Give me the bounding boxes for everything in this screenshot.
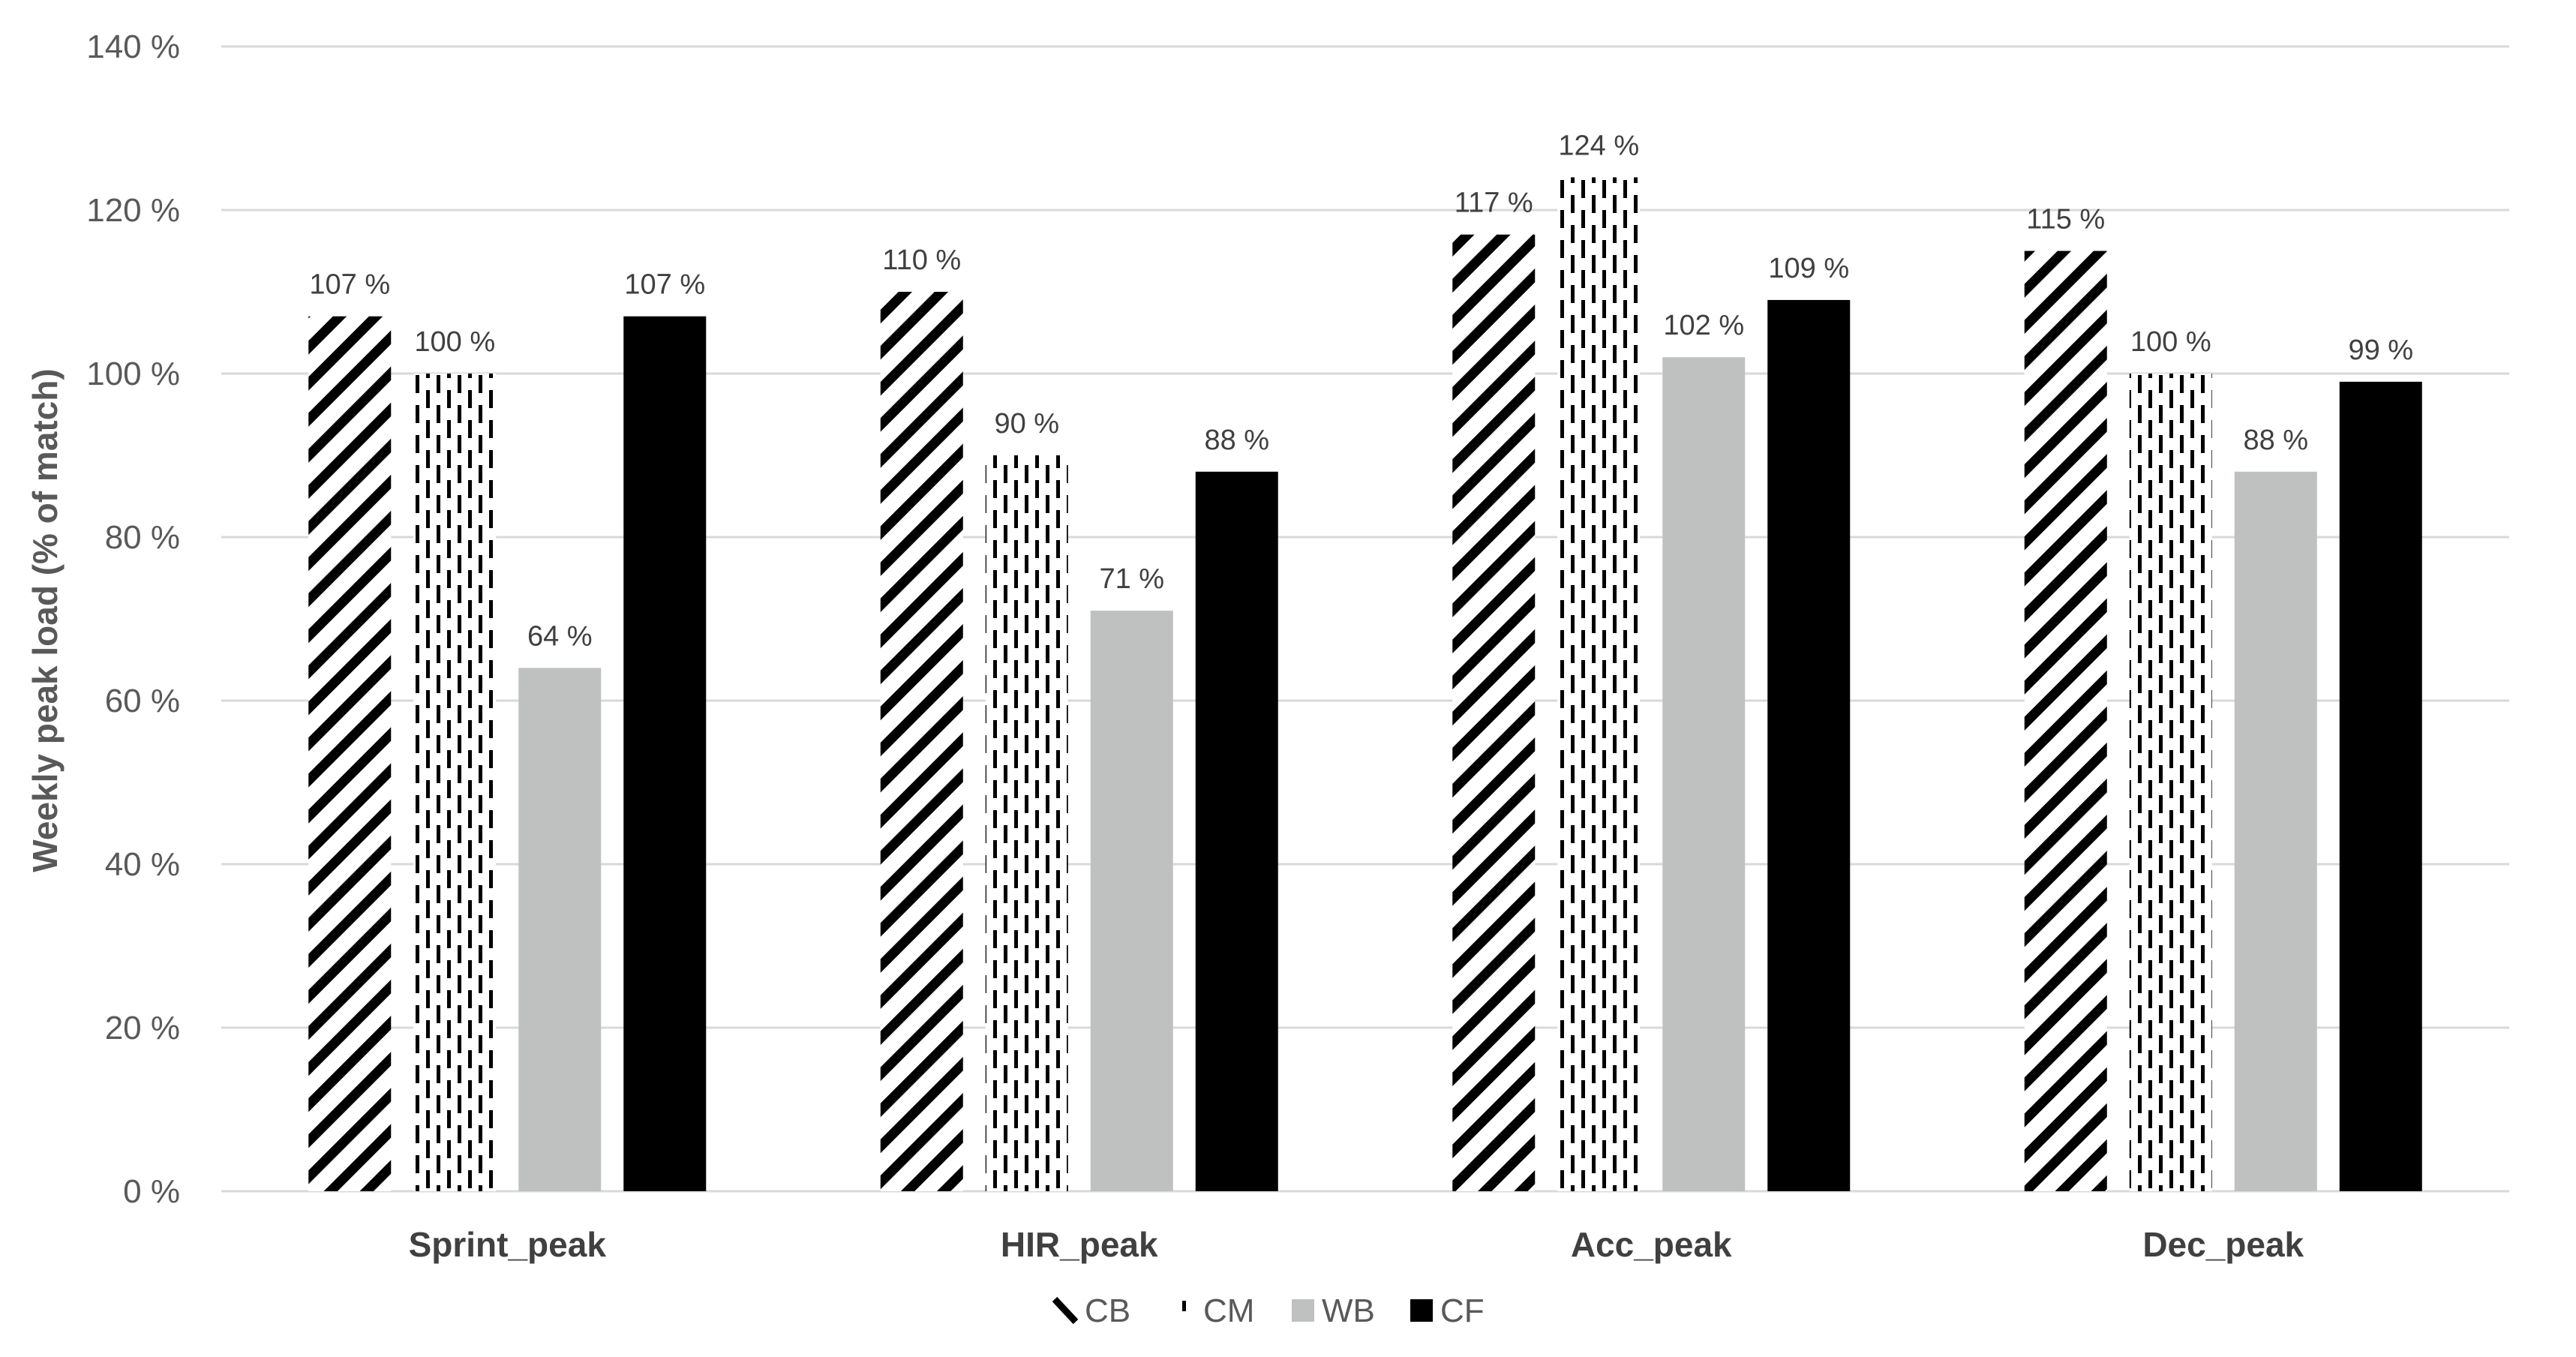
legend-item-cb: CB (1052, 1292, 1130, 1329)
y-tick-label: 140 % (86, 29, 180, 65)
legend-swatch-cm (1182, 1301, 1186, 1311)
legend-swatch-cb (1052, 1296, 1079, 1325)
data-labels: 107 % 100 % 64 % 107 % 110 % 90 % 71 % 88 % 117 … (309, 130, 2413, 652)
bar-cb-sprint_peak (308, 316, 392, 1192)
data-label: 100 % (414, 326, 495, 358)
data-label: 99 % (2348, 335, 2413, 366)
data-label: 107 % (309, 269, 390, 301)
bar-cf-acc_peak (1767, 299, 1851, 1191)
bar-wb-dec_peak (2234, 471, 2317, 1191)
bar-cm-dec_peak (2129, 374, 2212, 1191)
x-category-label: Dec_peak (2142, 1225, 2304, 1264)
x-category-label: HIR_peak (1001, 1225, 1158, 1264)
y-axis-ticks: 0 % 20 % 40 % 60 % 80 % 100 % 120 % 140 % (86, 29, 180, 1210)
data-label: 64 % (527, 620, 593, 652)
legend-item-wb: WB (1292, 1292, 1375, 1329)
data-label: 115 % (2026, 204, 2105, 236)
y-tick-label: 0 % (123, 1173, 180, 1210)
legend-item-cf: CF (1410, 1292, 1485, 1329)
bar-cb-dec_peak (2024, 251, 2107, 1191)
data-label: 88 % (1204, 425, 1269, 456)
gridlines (221, 45, 2509, 1193)
legend-swatch-cf (1410, 1299, 1433, 1322)
bar-cf-hir_peak (1195, 471, 1278, 1191)
y-tick-label: 80 % (105, 519, 180, 556)
x-category-label: Acc_peak (1571, 1225, 1732, 1264)
bar-cb-acc_peak (1452, 234, 1536, 1192)
bar-wb-hir_peak (1090, 611, 1173, 1191)
data-label: 90 % (994, 408, 1059, 440)
bar-cm-sprint_peak (413, 374, 497, 1191)
data-label: 107 % (624, 269, 705, 301)
legend-item-cm: CM (1182, 1292, 1254, 1329)
bar-cf-sprint_peak (623, 316, 707, 1192)
bar-cm-hir_peak (985, 455, 1068, 1191)
y-axis-title: Weekly peak load (% of match) (26, 368, 65, 872)
data-label: 124 % (1558, 130, 1639, 161)
data-label: 100 % (2130, 326, 2211, 358)
data-label: 117 % (1455, 188, 1533, 219)
data-label: 88 % (2243, 425, 2308, 456)
bar-cf-dec_peak (2339, 381, 2422, 1191)
legend-swatch-wb (1292, 1299, 1314, 1322)
y-tick-label: 40 % (105, 846, 180, 883)
y-tick-label: 20 % (105, 1010, 180, 1046)
data-label: 110 % (882, 245, 961, 276)
data-label: 102 % (1663, 310, 1744, 341)
legend: CB CM WB CF (1052, 1292, 1485, 1329)
data-label: 109 % (1768, 253, 1849, 284)
bar-wb-acc_peak (1662, 357, 1746, 1192)
legend-label: CF (1440, 1292, 1485, 1329)
bars (308, 177, 2422, 1192)
y-tick-label: 60 % (105, 683, 180, 719)
bar-cb-hir_peak (880, 292, 963, 1191)
x-category-label: Sprint_peak (409, 1225, 607, 1264)
data-label: 71 % (1099, 563, 1164, 595)
y-tick-label: 100 % (86, 356, 180, 392)
y-tick-label: 120 % (86, 192, 180, 229)
legend-label: CM (1203, 1292, 1254, 1329)
legend-label: CB (1085, 1292, 1130, 1329)
bar-cm-acc_peak (1557, 177, 1641, 1191)
x-axis-categories: Sprint_peak HIR_peak Acc_peak Dec_peak (409, 1225, 2304, 1264)
legend-label: WB (1322, 1292, 1375, 1329)
bar-wb-sprint_peak (518, 668, 602, 1191)
